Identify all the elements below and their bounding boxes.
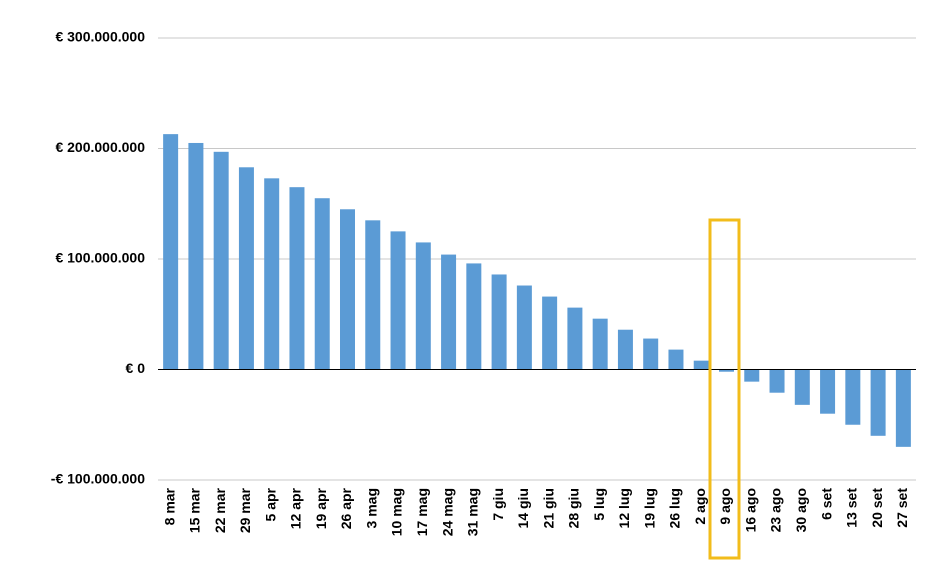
x-tick-label: 29 mar bbox=[237, 487, 253, 533]
x-tick-label: 23 ago bbox=[768, 488, 784, 532]
y-tick-label: -€ 100.000.000 bbox=[51, 471, 145, 487]
x-tick-label: 31 mag bbox=[465, 488, 481, 536]
bar bbox=[617, 329, 633, 370]
bar bbox=[668, 349, 684, 370]
bar bbox=[264, 178, 280, 370]
x-tick-label: 12 lug bbox=[616, 488, 632, 528]
y-tick-label: € 200.000.000 bbox=[55, 139, 145, 155]
x-tick-label: 24 mag bbox=[439, 488, 455, 536]
x-tick-label: 26 apr bbox=[338, 487, 354, 529]
bar bbox=[238, 167, 254, 370]
x-tick-label: 6 set bbox=[818, 488, 834, 520]
bar bbox=[163, 134, 179, 370]
bar bbox=[820, 369, 836, 414]
x-tick-label: 13 set bbox=[844, 488, 860, 528]
bar bbox=[769, 369, 785, 393]
x-tick-label: 19 apr bbox=[313, 487, 329, 529]
x-tick-label: 15 mar bbox=[187, 487, 203, 533]
x-tick-label: 21 giu bbox=[540, 488, 556, 528]
x-tick-label: 7 giu bbox=[490, 488, 506, 521]
x-tick-label: 16 ago bbox=[742, 488, 758, 532]
bar bbox=[542, 296, 558, 370]
bar bbox=[415, 242, 431, 370]
x-tick-label: 22 mar bbox=[212, 487, 228, 533]
x-tick-label: 3 mag bbox=[363, 488, 379, 528]
bar bbox=[441, 254, 457, 370]
bar bbox=[870, 369, 886, 436]
bar bbox=[188, 142, 204, 370]
bar bbox=[643, 338, 659, 370]
bar bbox=[314, 198, 330, 370]
x-tick-label: 17 mag bbox=[414, 488, 430, 536]
highlight-box bbox=[708, 218, 741, 560]
x-tick-label: 26 lug bbox=[667, 488, 683, 528]
x-tick-label: 30 ago bbox=[793, 488, 809, 532]
bar bbox=[567, 307, 583, 370]
bar bbox=[794, 369, 810, 405]
bar bbox=[289, 187, 305, 370]
bar bbox=[845, 369, 861, 425]
bar bbox=[390, 231, 406, 370]
bar bbox=[693, 360, 709, 370]
y-tick-label: € 100.000.000 bbox=[55, 250, 145, 266]
x-tick-label: 28 giu bbox=[566, 488, 582, 528]
bar bbox=[592, 318, 608, 370]
bar bbox=[491, 274, 507, 370]
x-tick-label: 10 mag bbox=[389, 488, 405, 536]
x-tick-label: 5 apr bbox=[262, 487, 278, 521]
x-tick-label: 19 lug bbox=[641, 488, 657, 528]
bar bbox=[466, 263, 482, 370]
x-tick-label: 5 lug bbox=[591, 488, 607, 521]
x-tick-label: 12 apr bbox=[288, 487, 304, 529]
bar bbox=[895, 369, 911, 447]
bar bbox=[340, 209, 355, 370]
x-tick-label: 20 set bbox=[869, 488, 885, 528]
y-tick-label: € 0 bbox=[126, 360, 146, 376]
bar bbox=[744, 369, 760, 382]
bar bbox=[213, 151, 229, 370]
bar bbox=[365, 220, 381, 370]
bar bbox=[719, 369, 734, 372]
y-tick-label: € 300.000.000 bbox=[55, 29, 145, 45]
x-tick-label: 2 ago bbox=[692, 488, 708, 525]
x-tick-label: 27 set bbox=[894, 488, 910, 528]
x-tick-label: 14 giu bbox=[515, 488, 531, 528]
x-tick-label: 8 mar bbox=[161, 487, 177, 525]
bar bbox=[516, 285, 532, 370]
x-tick-label: 9 ago bbox=[717, 488, 733, 525]
